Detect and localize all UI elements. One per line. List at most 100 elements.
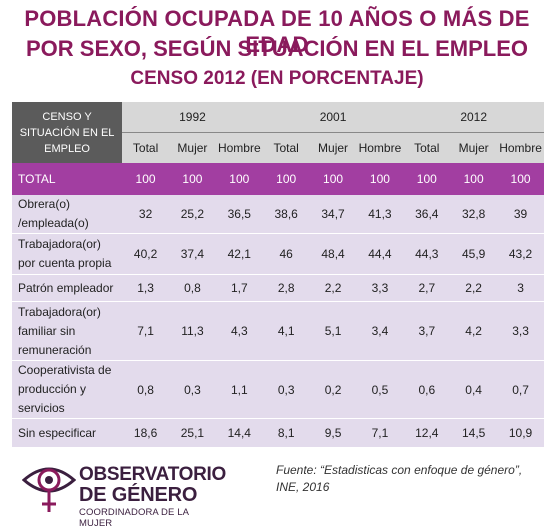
table-cell: 0,8 (169, 274, 216, 302)
table-cell: 8,1 (262, 418, 310, 447)
row-label: TOTAL (12, 163, 123, 195)
table-cell: 42,1 (215, 233, 263, 275)
table-row: Trabajadora(or) familiar sin remuneración 7… (12, 301, 544, 361)
table-cell: 14,4 (215, 418, 263, 447)
table-cell: 100 (122, 163, 169, 195)
sub-header-total: Total (403, 132, 451, 163)
table-cell: 100 (262, 163, 310, 195)
sub-header-hombre: Hombre (497, 132, 544, 163)
table-cell: 7,1 (122, 301, 169, 361)
table-cell: 5,1 (309, 301, 357, 361)
table-cell: 9,5 (309, 418, 357, 447)
table-cell: 0,4 (450, 360, 498, 419)
table-cell: 37,4 (169, 233, 216, 275)
table-cell: 3,3 (497, 301, 544, 361)
header-row-years: CENSO Y SITUACIÓN EN EL EMPLEO 1992 2001… (12, 102, 544, 163)
table-cell: 2,2 (309, 274, 357, 302)
table-cell: 14,5 (450, 418, 498, 447)
table-cell: 100 (309, 163, 357, 195)
table-cell: 0,2 (309, 360, 357, 419)
table-cell: 100 (497, 163, 544, 195)
table-cell: 100 (450, 163, 498, 195)
table-cell: 32 (122, 195, 169, 234)
table-cell: 43,2 (497, 233, 544, 275)
row-label: Trabajadora(or) familiar sin remuneración (12, 301, 123, 361)
table-cell: 41,3 (356, 195, 404, 234)
table-row: Sin especificar 18,6 25,1 14,4 8,1 9,5 7,1 12,4… (12, 418, 544, 447)
table-cell: 45,9 (450, 233, 498, 275)
employment-table: CENSO Y SITUACIÓN EN EL EMPLEO 1992 2001… (12, 102, 544, 447)
table-cell: 10,9 (497, 418, 544, 447)
table-cell: 12,4 (403, 418, 451, 447)
year-header-2012: 2012 (403, 102, 544, 133)
table-cell: 100 (215, 163, 263, 195)
title-line-1: POBLACIÓN OCUPADA DE 10 AÑOS O MÁS DE ED… (24, 6, 530, 57)
table-cell: 2,8 (262, 274, 310, 302)
row-label: Patrón empleador (12, 274, 123, 302)
table-cell: 25,1 (169, 418, 216, 447)
table-cell: 44,4 (356, 233, 404, 275)
sub-header-mujer: Mujer (169, 132, 216, 163)
table-cell: 1,7 (215, 274, 263, 302)
table-row: Patrón empleador 1,3 0,8 1,7 2,8 2,2 3,3 2,7 2,2… (12, 274, 544, 302)
header-row-sex: Total Mujer Hombre Total Mujer Hombre Total Muj… (12, 132, 544, 163)
table-row: Trabajadora(or) por cuenta propia 40,2 37,4… (12, 233, 544, 275)
table-cell: 4,3 (215, 301, 263, 361)
table-cell: 48,4 (309, 233, 357, 275)
table-cell: 34,7 (309, 195, 357, 234)
logo-text-de-genero: DE GÉNERO (79, 484, 198, 506)
table-cell: 18,6 (122, 418, 169, 447)
year-header-1992: 1992 (122, 102, 263, 133)
sub-header-mujer: Mujer (450, 132, 498, 163)
sub-header-hombre: Hombre (356, 132, 404, 163)
total-row: TOTAL 100 100 100 100 100 100 100 100 100 (12, 163, 544, 195)
logo-text-coordinadora: COORDINADORA DE LA MUJER (79, 507, 189, 529)
table-cell: 4,1 (262, 301, 310, 361)
table-cell: 0,5 (356, 360, 404, 419)
table-cell: 0,6 (403, 360, 451, 419)
table-cell: 40,2 (122, 233, 169, 275)
table-cell: 100 (356, 163, 404, 195)
row-label: Sin especificar (12, 418, 123, 447)
table-row: Obrera(o)/empleada(o) 32 25,2 36,5 38,6 34,7 4… (12, 195, 544, 234)
year-header-2001: 2001 (262, 102, 404, 133)
row-label: Obrera(o)/empleada(o) (12, 195, 123, 234)
row-label: Trabajadora(or) por cuenta propia (12, 233, 123, 275)
title-line-3: CENSO 2012 (EN PORCENTAJE) (130, 68, 424, 89)
table-cell: 1,1 (215, 360, 263, 419)
table-cell: 32,8 (450, 195, 498, 234)
table-cell: 3,4 (356, 301, 404, 361)
table-cell: 46 (262, 233, 310, 275)
table-cell: 4,2 (450, 301, 498, 361)
table-cell: 36,4 (403, 195, 451, 234)
table-cell: 25,2 (169, 195, 216, 234)
table-cell: 2,7 (403, 274, 451, 302)
sub-header-mujer: Mujer (309, 132, 357, 163)
table-cell: 44,3 (403, 233, 451, 275)
category-header: CENSO Y SITUACIÓN EN EL EMPLEO (12, 102, 123, 163)
table-row: Cooperativista de producción y servicios 0,… (12, 360, 544, 419)
table-cell: 38,6 (262, 195, 310, 234)
logo-text-observatorio: OBSERVATORIO (79, 464, 227, 485)
table-cell: 3,7 (403, 301, 451, 361)
row-label: Cooperativista de producción y servicios (12, 360, 123, 419)
table-cell: 11,3 (169, 301, 216, 361)
table-cell: 1,3 (122, 274, 169, 302)
table-cell: 3,3 (356, 274, 404, 302)
table-cell: 3 (497, 274, 544, 302)
source-note: Fuente: “Estadisticas con enfoque de gén… (276, 463, 523, 494)
table-cell: 0,7 (497, 360, 544, 419)
table-cell: 100 (169, 163, 216, 195)
table-cell: 0,3 (262, 360, 310, 419)
sub-header-total: Total (262, 132, 310, 163)
logo-eye-icon (22, 467, 76, 512)
table-cell: 0,8 (122, 360, 169, 419)
table-cell: 100 (403, 163, 451, 195)
observatorio-logo: OBSERVATORIO DE GÉNERO COORDINADORA DE L… (22, 460, 226, 529)
table-cell: 39 (497, 195, 544, 234)
table-cell: 2,2 (450, 274, 498, 302)
table-cell: 0,3 (169, 360, 216, 419)
table-cell: 36,5 (215, 195, 263, 234)
sub-header-total: Total (122, 132, 169, 163)
table-cell: 7,1 (356, 418, 404, 447)
